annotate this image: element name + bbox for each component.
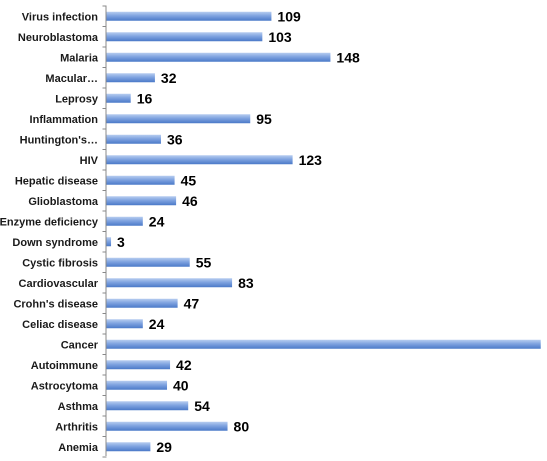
value-label-neuroblastoma: 103 xyxy=(268,29,292,45)
category-label-celiac-disease: Celiac disease xyxy=(22,319,98,331)
bar-cystic-fibrosis xyxy=(106,257,190,267)
value-label-leprosy: 16 xyxy=(137,90,153,106)
category-label-asthma: Asthma xyxy=(58,401,99,413)
bar-crohn-s-disease xyxy=(106,298,178,308)
category-label-autoimmune: Autoimmune xyxy=(31,360,98,372)
value-label-anemia: 29 xyxy=(156,439,172,455)
category-label-down-syndrome: Down syndrome xyxy=(12,237,98,249)
value-label-enzyme-deficiency: 24 xyxy=(149,213,165,229)
bar-glioblastoma xyxy=(106,196,177,206)
category-label-cystic-fibrosis: Cystic fibrosis xyxy=(22,257,98,269)
bar-huntington-s xyxy=(106,134,161,144)
bar-down-syndrome xyxy=(106,237,112,247)
value-label-arthritis: 80 xyxy=(234,418,250,434)
bar-malaria xyxy=(106,52,331,62)
bar-enzyme-deficiency xyxy=(106,216,143,226)
category-label-hiv: HIV xyxy=(80,155,99,167)
value-label-malaria: 148 xyxy=(336,49,360,65)
category-label-virus-infection: Virus infection xyxy=(22,11,98,23)
value-label-huntington-s: 36 xyxy=(167,131,183,147)
y-axis-ticks xyxy=(102,5,107,458)
value-label-crohn-s-disease: 47 xyxy=(184,295,200,311)
bar-macular xyxy=(106,73,155,83)
bar-asthma xyxy=(106,401,189,411)
bar-hepatic-disease xyxy=(106,175,175,185)
category-label-leprosy: Leprosy xyxy=(55,93,99,105)
bar-celiac-disease xyxy=(106,319,143,329)
category-label-anemia: Anemia xyxy=(58,442,99,454)
category-label-malaria: Malaria xyxy=(60,52,99,64)
value-labels: 1091031483216953612345462435583472428742… xyxy=(117,8,547,455)
bar-neuroblastoma xyxy=(106,32,263,42)
category-label-enzyme-deficiency: Enzyme deficiency xyxy=(0,216,99,228)
bar-arthritis xyxy=(106,421,228,431)
category-label-cancer: Cancer xyxy=(61,339,99,351)
category-label-cardiovascular: Cardiovascular xyxy=(19,278,99,290)
bar-cancer xyxy=(106,339,541,349)
category-label-hepatic-disease: Hepatic disease xyxy=(15,175,98,187)
category-label-crohn-s-disease: Crohn's disease xyxy=(13,298,98,310)
value-label-autoimmune: 42 xyxy=(176,357,192,373)
bars-group xyxy=(106,11,541,452)
value-label-macular: 32 xyxy=(161,70,177,86)
category-label-huntington-s: Huntington's… xyxy=(20,134,98,146)
bar-anemia xyxy=(106,442,151,452)
category-label-macular: Macular… xyxy=(45,73,98,85)
value-label-cystic-fibrosis: 55 xyxy=(196,254,212,270)
bar-inflammation xyxy=(106,114,251,124)
bar-astrocytoma xyxy=(106,380,168,390)
category-label-astrocytoma: Astrocytoma xyxy=(31,380,99,392)
value-label-glioblastoma: 46 xyxy=(182,193,198,209)
category-label-glioblastoma: Glioblastoma xyxy=(28,196,99,208)
value-label-asthma: 54 xyxy=(194,398,210,414)
value-label-astrocytoma: 40 xyxy=(173,377,189,393)
value-label-hepatic-disease: 45 xyxy=(181,172,197,188)
category-label-neuroblastoma: Neuroblastoma xyxy=(18,32,99,44)
bar-leprosy xyxy=(106,93,131,103)
bar-virus-infection xyxy=(106,11,272,21)
value-label-down-syndrome: 3 xyxy=(117,234,125,250)
value-label-hiv: 123 xyxy=(299,152,323,168)
bar-hiv xyxy=(106,155,293,165)
value-label-celiac-disease: 24 xyxy=(149,316,165,332)
bar-cardiovascular xyxy=(106,278,233,288)
category-label-arthritis: Arthritis xyxy=(55,421,98,433)
value-label-inflammation: 95 xyxy=(256,111,272,127)
bar-autoimmune xyxy=(106,360,171,370)
value-label-virus-infection: 109 xyxy=(277,8,301,24)
category-labels: Virus infection Neuroblastoma Malaria Macul… xyxy=(0,11,99,454)
category-label-inflammation: Inflammation xyxy=(30,114,99,126)
value-label-cardiovascular: 83 xyxy=(238,275,254,291)
